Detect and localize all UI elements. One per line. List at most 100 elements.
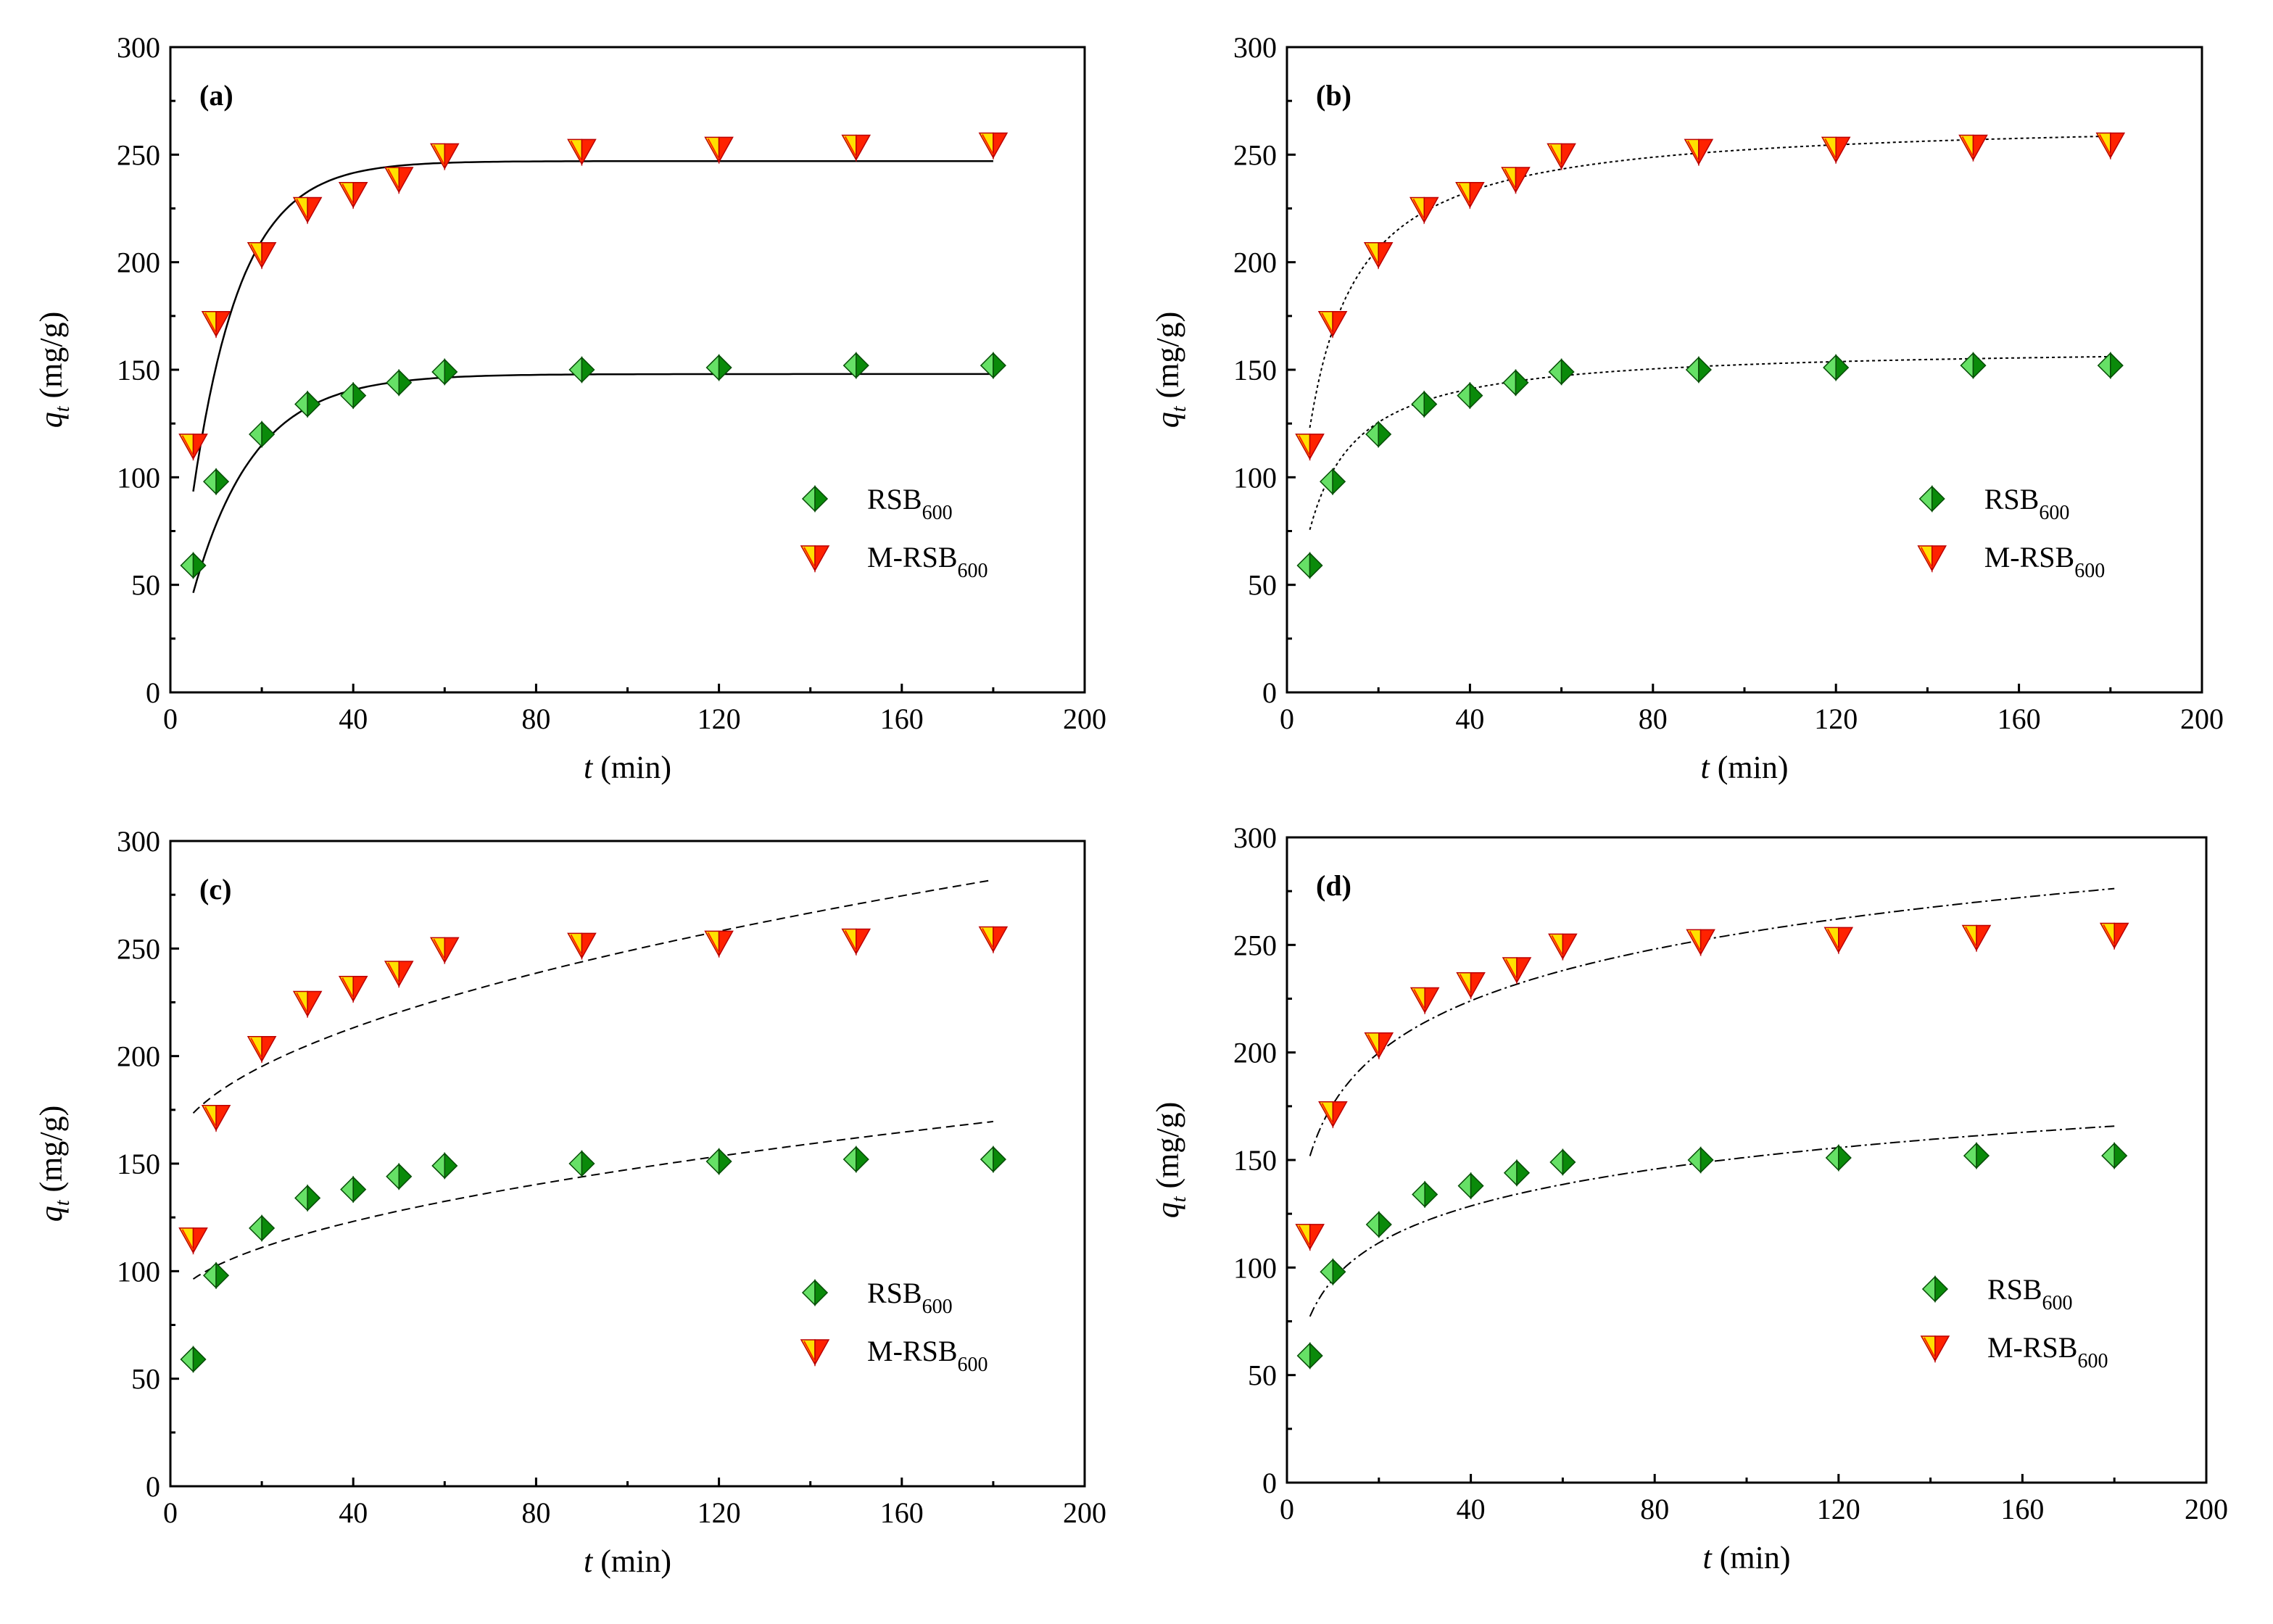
data-point-rsb — [1320, 1258, 1346, 1286]
data-point-rsb — [1296, 552, 1323, 579]
y-tick-label: 150 — [1233, 354, 1277, 386]
data-point-m-rsb — [1686, 929, 1715, 957]
data-point-m-rsb — [247, 242, 277, 270]
data-point-m-rsb — [292, 990, 323, 1019]
legend-entry-m-rsb: M-RSB600 — [1917, 541, 2106, 582]
legend-entry-rsb: RSB600 — [801, 483, 953, 524]
x-tick-label: 160 — [880, 1496, 924, 1529]
panel-c: 0 40 80 120 160 200 0 50 100 150 200 250 300 t (min) q… — [33, 825, 1106, 1579]
y-tick-label: 50 — [131, 569, 160, 602]
y-tick-label: 50 — [1248, 1359, 1277, 1392]
y-tick-label: 150 — [1233, 1144, 1277, 1177]
data-point-rsb — [1823, 354, 1850, 381]
data-point-rsb — [980, 1146, 1006, 1173]
y-axis-title: qt (mg/g) — [33, 1106, 74, 1222]
data-point-m-rsb — [247, 1036, 277, 1064]
legend-label: M-RSB600 — [867, 541, 988, 582]
data-point-rsb — [1320, 468, 1346, 496]
panel-d: 0 40 80 120 160 200 0 50 100 150 200 250 300 t (min) q… — [1150, 821, 2228, 1575]
data-point-m-rsb — [1455, 181, 1485, 210]
data-point-m-rsb — [1295, 434, 1325, 461]
data-point-m-rsb — [978, 926, 1009, 954]
fit-curve-m-rsb — [192, 879, 994, 1114]
x-tick-label: 200 — [1063, 703, 1106, 735]
y-tick-label: 0 — [146, 1470, 160, 1503]
y-tick-label: 250 — [1233, 138, 1277, 171]
data-point-m-rsb — [338, 181, 368, 210]
x-tick-label: 40 — [339, 1496, 368, 1529]
data-point-rsb — [1548, 358, 1575, 386]
x-tick-label: 160 — [880, 703, 924, 735]
data-point-rsb — [1365, 420, 1392, 448]
data-point-m-rsb — [704, 136, 734, 165]
data-point-rsb — [568, 1150, 595, 1177]
x-axis-title: t (min) — [1703, 1540, 1791, 1575]
y-tick-label: 300 — [117, 31, 160, 64]
legend-label: M-RSB600 — [867, 1335, 988, 1376]
x-tick-label: 120 — [1817, 1493, 1860, 1525]
x-tick-label: 120 — [697, 703, 741, 735]
x-tick-label: 160 — [2000, 1493, 2044, 1525]
data-point-m-rsb — [201, 1104, 231, 1132]
y-tick-label: 0 — [146, 676, 160, 709]
data-point-m-rsb — [841, 134, 871, 162]
legend-entry-m-rsb: M-RSB600 — [1920, 1331, 2108, 1372]
data-point-m-rsb — [567, 932, 597, 961]
data-point-rsb — [202, 1262, 230, 1290]
data-point-m-rsb — [2095, 132, 2126, 160]
fit-curve-rsb — [192, 1120, 994, 1280]
data-point-m-rsb — [841, 928, 871, 956]
data-point-rsb — [202, 468, 230, 496]
y-axis-title: qt (mg/g) — [33, 312, 74, 428]
fit-curve-m-rsb — [192, 160, 993, 492]
legend-entry-rsb: RSB600 — [1918, 483, 2069, 524]
data-point-rsb — [2097, 352, 2124, 379]
legend-entry-rsb: RSB600 — [801, 1277, 953, 1318]
data-point-rsb — [1502, 368, 1529, 397]
legend-marker-icon — [801, 1279, 829, 1306]
x-tick-label: 0 — [1280, 1493, 1294, 1525]
x-axis-title: t (min) — [1701, 750, 1789, 785]
legend-label: RSB600 — [1987, 1273, 2073, 1314]
legend-marker-icon — [1918, 485, 1945, 513]
y-tick-label: 0 — [1262, 1467, 1277, 1499]
panel-label: (c) — [199, 873, 231, 906]
data-point-m-rsb — [1547, 143, 1576, 171]
legend-entry-m-rsb: M-RSB600 — [800, 1335, 988, 1376]
data-point-m-rsb — [978, 132, 1009, 160]
fit-curve-m-rsb — [1309, 135, 2111, 428]
data-point-rsb — [294, 390, 321, 418]
data-point-m-rsb — [1364, 1032, 1394, 1060]
x-tick-label: 80 — [521, 703, 550, 735]
data-point-m-rsb — [1501, 167, 1531, 194]
data-point-m-rsb — [1684, 138, 1714, 167]
fit-curve-m-rsb — [1309, 887, 2115, 1156]
data-point-m-rsb — [1318, 1101, 1348, 1129]
y-tick-label: 250 — [117, 932, 160, 965]
y-tick-label: 100 — [1233, 461, 1277, 494]
x-tick-label: 200 — [2185, 1493, 2228, 1525]
plot-frame — [169, 840, 1086, 1488]
data-point-m-rsb — [1823, 927, 1854, 955]
legend-label: M-RSB600 — [1984, 541, 2106, 582]
x-tick-label: 40 — [339, 703, 368, 735]
panel-b: 0 40 80 120 160 200 0 50 100 150 200 250 300 t (min) q… — [1150, 31, 2224, 785]
panel-label: (b) — [1316, 79, 1351, 112]
x-tick-label: 80 — [521, 1496, 550, 1529]
legend-entry-rsb: RSB600 — [1921, 1273, 2073, 1314]
data-point-rsb — [1457, 1172, 1484, 1200]
data-point-rsb — [249, 420, 276, 448]
legend-label: RSB600 — [867, 483, 953, 524]
legend-marker-icon — [800, 545, 830, 573]
data-point-rsb — [2101, 1142, 2128, 1169]
x-tick-label: 200 — [2180, 703, 2224, 735]
data-point-m-rsb — [384, 167, 414, 194]
y-tick-label: 150 — [117, 1148, 160, 1180]
data-point-rsb — [705, 1148, 732, 1175]
data-point-m-rsb — [1363, 242, 1394, 270]
data-point-m-rsb — [1961, 924, 1992, 953]
data-point-rsb — [1549, 1148, 1576, 1176]
data-point-m-rsb — [704, 930, 734, 958]
data-point-rsb — [980, 352, 1006, 379]
